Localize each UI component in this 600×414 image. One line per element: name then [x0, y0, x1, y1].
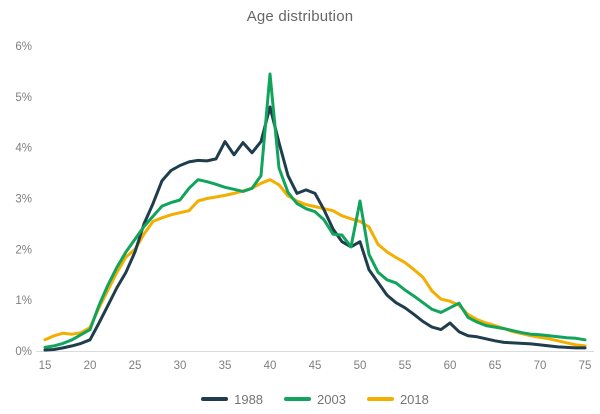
- x-tick-label: 75: [579, 360, 592, 372]
- x-tick-label: 15: [39, 360, 52, 372]
- legend-item-1988[interactable]: 1988: [201, 392, 263, 407]
- x-tick-label: 45: [309, 360, 322, 372]
- x-tick-label: 65: [489, 360, 502, 372]
- y-tick-label: 1%: [15, 295, 32, 307]
- y-tick-label: 0%: [15, 346, 32, 358]
- series-line-2003: [43, 72, 587, 349]
- chart-legend: 1988 2003 2018: [45, 389, 585, 409]
- y-tick-label: 6%: [15, 41, 32, 53]
- x-tick-label: 50: [354, 360, 367, 372]
- legend-item-2018[interactable]: 2018: [366, 391, 429, 407]
- x-tick-label: 40: [264, 360, 277, 372]
- legend-item-2003[interactable]: 2003: [284, 392, 346, 407]
- legend-swatch-1988: [201, 397, 229, 401]
- chart-title: Age distribution: [246, 8, 354, 25]
- y-tick-label: 2%: [15, 244, 32, 256]
- legend-label: 2018: [399, 391, 429, 407]
- series-line-2018: [43, 178, 587, 348]
- x-tick-label: 25: [129, 360, 142, 372]
- x-tick-label: 35: [219, 360, 232, 372]
- x-tick-label: 70: [534, 360, 547, 372]
- series-line-1988: [43, 105, 587, 352]
- y-tick-label: 5%: [15, 92, 32, 104]
- x-tick-label: 20: [84, 360, 97, 372]
- legend-swatch-2003: [284, 397, 312, 401]
- legend-label: 2003: [317, 391, 346, 407]
- x-tick-label: 30: [174, 360, 187, 372]
- y-tick-label: 3%: [15, 194, 32, 206]
- legend-swatch-2018: [366, 397, 394, 401]
- x-tick-label: 55: [399, 360, 412, 372]
- y-tick-label: 4%: [15, 143, 32, 155]
- x-tick-label: 60: [444, 360, 457, 372]
- legend-label: 1988: [234, 391, 264, 407]
